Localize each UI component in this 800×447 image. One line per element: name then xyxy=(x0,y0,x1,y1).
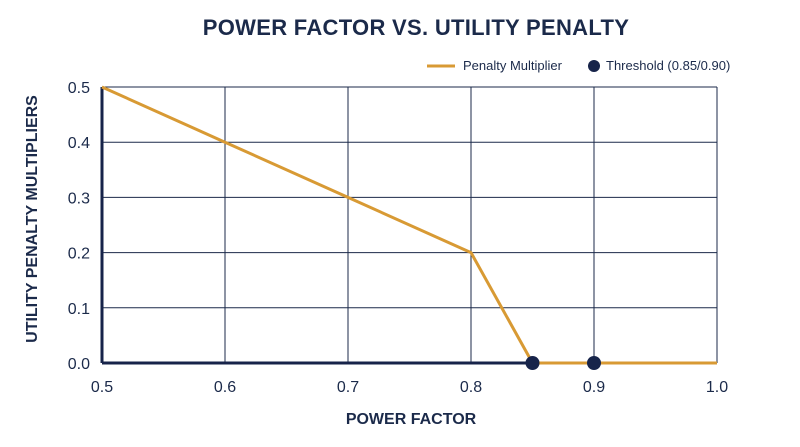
legend-marker-swatch xyxy=(588,60,600,72)
chart-title: POWER FACTOR VS. UTILITY PENALTY xyxy=(203,15,629,40)
legend: Penalty Multiplier Threshold (0.85/0.90) xyxy=(427,58,730,73)
series xyxy=(101,85,717,370)
y-axis-label: UTILITY PENALTY MULTIPLIERS xyxy=(24,95,41,343)
threshold-point xyxy=(587,356,601,370)
legend-label-threshold: Threshold (0.85/0.90) xyxy=(606,58,730,73)
y-tick-label: 0.4 xyxy=(68,135,90,152)
y-tick-label: 0.0 xyxy=(68,356,90,373)
series-line-penalty-multiplier xyxy=(101,85,717,365)
x-tick-label: 0.6 xyxy=(214,379,236,396)
y-tick-label: 0.1 xyxy=(68,301,90,318)
x-axis-label: POWER FACTOR xyxy=(346,411,477,428)
threshold-point xyxy=(525,356,540,370)
x-tick-label: 0.5 xyxy=(91,379,113,396)
tick-labels: 0.5 0.6 0.7 0.8 0.9 1.0 0.0 0.1 0.2 0.3 0.4 0.5 xyxy=(68,80,728,396)
x-tick-label: 0.7 xyxy=(337,379,359,396)
y-tick-label: 0.5 xyxy=(68,80,90,97)
y-tick-label: 0.2 xyxy=(68,246,90,263)
x-tick-label: 0.8 xyxy=(460,379,482,396)
y-tick-label: 0.3 xyxy=(68,190,90,207)
x-tick-label: 0.9 xyxy=(583,379,605,396)
x-tick-label: 1.0 xyxy=(706,379,728,396)
legend-label-penalty: Penalty Multiplier xyxy=(463,58,563,73)
grid xyxy=(101,86,718,364)
